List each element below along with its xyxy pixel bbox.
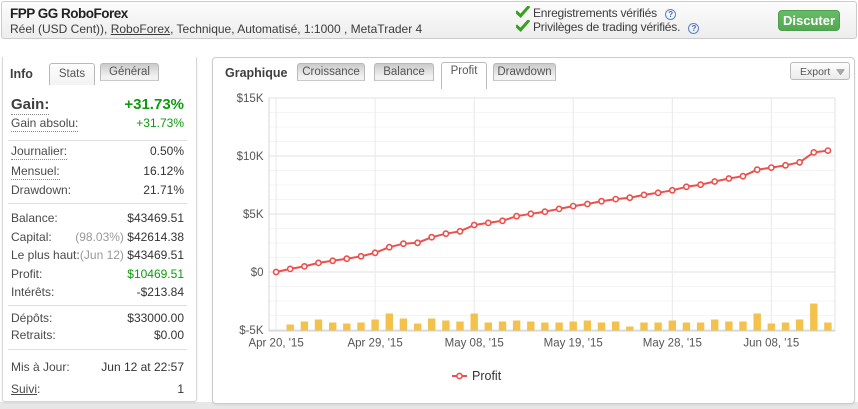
svg-text:$0: $0 — [251, 267, 264, 279]
svg-text:$5K: $5K — [243, 209, 264, 221]
svg-text:Jun 08, '15: Jun 08, '15 — [743, 338, 799, 350]
svg-text:$10K: $10K — [237, 151, 264, 163]
svg-text:May 28, '15: May 28, '15 — [643, 338, 702, 350]
svg-text:$15K: $15K — [237, 93, 264, 105]
svg-text:$-5K: $-5K — [239, 325, 264, 337]
svg-text:May 19, '15: May 19, '15 — [544, 338, 603, 350]
svg-text:Profit: Profit — [472, 369, 502, 383]
svg-text:Apr 20, '15: Apr 20, '15 — [248, 338, 303, 350]
svg-text:Apr 29, '15: Apr 29, '15 — [347, 338, 402, 350]
svg-text:May 08, '15: May 08, '15 — [445, 338, 504, 350]
